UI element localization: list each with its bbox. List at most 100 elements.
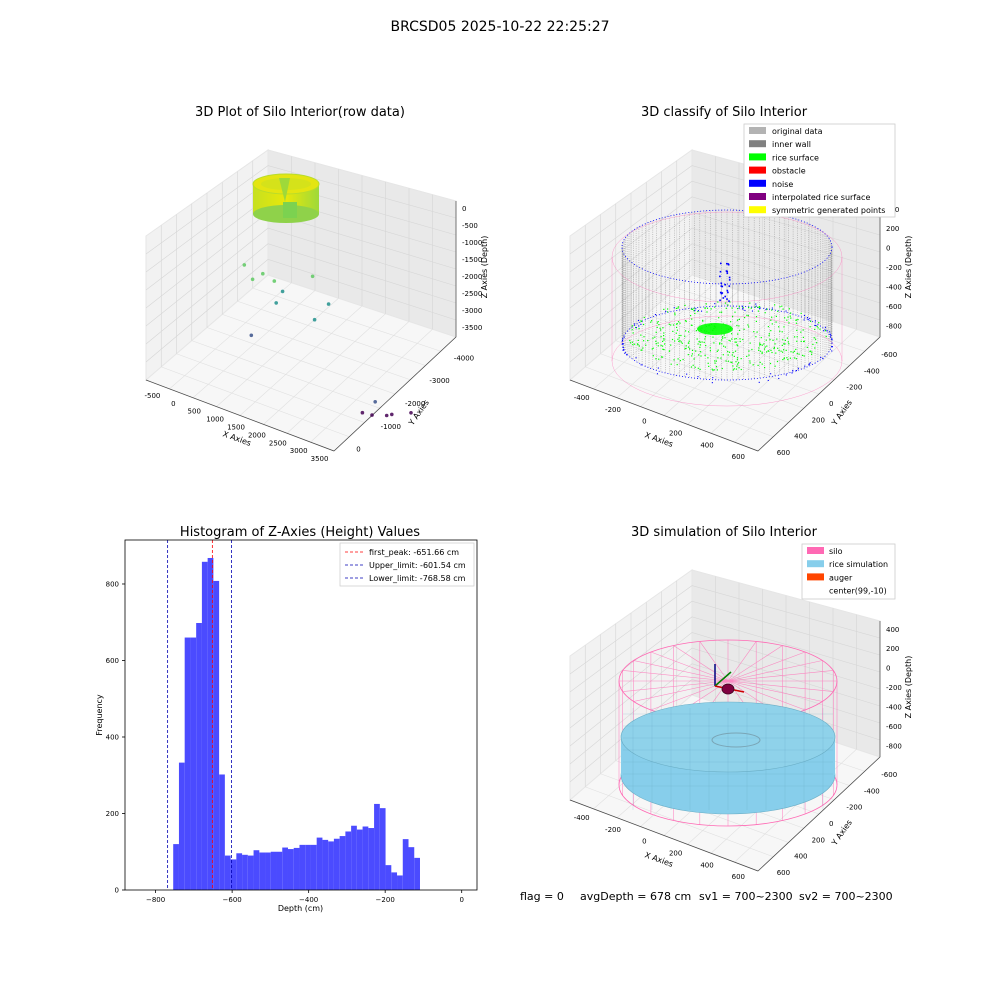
rice-surface-point [674, 340, 676, 342]
histogram-legend: first_peak: -651.66 cm Upper_limit: -601.… [339, 542, 475, 587]
noise-point [728, 276, 731, 279]
rice-surface-point [632, 344, 634, 346]
rice-surface-point [786, 337, 788, 339]
legend-swatch [807, 560, 824, 568]
noise-point [665, 310, 667, 312]
rice-surface-point [716, 369, 718, 371]
legend-frame [339, 542, 475, 587]
noise-point [770, 373, 772, 375]
histogram-bar [201, 561, 208, 890]
rice-surface-point [731, 338, 733, 340]
rice-surface-point [643, 340, 645, 342]
x-tick-label: 2000 [248, 431, 266, 439]
noise-point [623, 336, 625, 338]
noise-point [719, 299, 721, 302]
rice-surface-point [764, 346, 766, 348]
rice-surface-point [749, 360, 751, 362]
noise-point [622, 343, 624, 345]
rice-surface-point [755, 320, 757, 322]
rice-surface-point [739, 329, 741, 331]
noise-point [697, 310, 699, 312]
rice-surface-point [737, 308, 739, 310]
noise-point [622, 339, 624, 341]
z-tick-label: 0 [462, 205, 466, 213]
rice-surface-point [784, 339, 786, 341]
rice-surface-point [704, 354, 706, 356]
y-tick-label: 0 [829, 400, 833, 408]
rice-surface-point [771, 316, 773, 318]
rice-surface-point [638, 328, 640, 330]
rice-surface-point [790, 312, 792, 314]
noise-point [829, 333, 831, 335]
rice-surface-point [819, 328, 821, 330]
rice-surface-point [802, 354, 804, 356]
rice-surface-point [731, 361, 733, 364]
rice-surface-point [677, 358, 679, 360]
noise-point [686, 373, 688, 375]
rice-surface-point [721, 339, 723, 341]
rice-surface-point [690, 366, 693, 368]
rice-surface-point [768, 335, 770, 337]
rice-surface-point [637, 343, 639, 345]
grid-line [145, 227, 457, 327]
rice-surface-point [738, 362, 740, 364]
rice-surface-point [770, 319, 772, 321]
rice-surface-point [702, 320, 704, 322]
histogram-bar [190, 637, 197, 890]
noise-point [635, 327, 637, 329]
noise-point [719, 270, 722, 273]
rice-surface-point [786, 319, 788, 321]
noise-point [778, 377, 780, 379]
rice-surface-point [703, 341, 705, 343]
grid-line [569, 632, 881, 729]
rice-surface-point [690, 308, 692, 310]
inner-wall-points [621, 210, 833, 380]
histogram-bar [305, 844, 311, 890]
noise-point [826, 329, 828, 331]
rice-surface-point [786, 357, 788, 359]
rice-surface-point [659, 327, 661, 329]
rice-surface-point [709, 347, 711, 349]
rice-surface-point [645, 344, 647, 346]
raw-scatter-points [242, 263, 413, 418]
legend-label: Upper_limit: -601.54 cm [369, 561, 466, 570]
histogram-y-axis-label: Frequency [95, 694, 104, 736]
rice-surface-point [723, 334, 725, 336]
rice-surface-point [787, 359, 789, 361]
noise-point [831, 339, 833, 341]
rice-surface-point [676, 329, 678, 331]
noise-point [765, 309, 767, 311]
noise-point [635, 357, 637, 359]
status-avg-depth: avgDepth = 678 cm [580, 890, 691, 903]
rice-surface-point [713, 342, 715, 344]
x-axis-line [569, 799, 759, 872]
histogram-bar [385, 865, 392, 890]
grid-line [569, 616, 881, 711]
rice-surface-point [732, 315, 734, 318]
status-line: flag = 0 avgDepth = 678 cm sv1 = 700~230… [520, 890, 893, 903]
rice-surface-point [708, 365, 710, 367]
rice-surface-point [693, 358, 695, 360]
noise-point [741, 305, 743, 307]
rice-surface-point [737, 345, 739, 347]
z-tick-label: -2000 [462, 273, 482, 281]
rice-surface-point [795, 348, 797, 350]
rice-surface-point [664, 343, 666, 345]
grid-line [145, 259, 457, 363]
x-tick-label: −200 [376, 896, 395, 904]
noise-point [804, 365, 806, 367]
rice-surface-point [757, 306, 759, 308]
histogram-bars [173, 557, 420, 890]
rice-surface-point [688, 346, 690, 348]
rice-surface-point [787, 316, 789, 318]
rice-surface-point [733, 368, 735, 370]
histogram-bar [368, 828, 375, 890]
rice-surface-point [685, 330, 687, 332]
rice-surface-point [790, 317, 792, 319]
rice-simulation-mesh [623, 708, 833, 810]
rice-surface-point [773, 347, 775, 349]
rice-surface-point [761, 363, 763, 365]
x-tick-label: 400 [700, 441, 713, 449]
z-tick-label: -500 [462, 222, 478, 230]
noise-point [711, 382, 713, 384]
